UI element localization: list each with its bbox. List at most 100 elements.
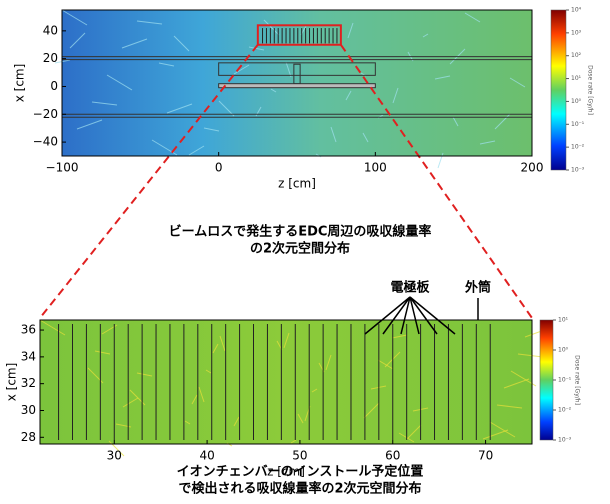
particle-track xyxy=(69,32,86,49)
particle-track xyxy=(198,386,205,403)
heatmap-field xyxy=(62,10,532,156)
colorbar-label: Dose rate [Gy/h] xyxy=(574,355,581,405)
y-tick-label: 36 xyxy=(21,323,36,337)
x-tick-label: 60 xyxy=(385,449,400,463)
particle-track xyxy=(290,439,297,444)
particle-track xyxy=(136,372,153,377)
arrow xyxy=(409,296,438,335)
colorbar-tick-label: 10⁻² xyxy=(558,407,572,414)
colorbar-tick-label: 10⁻³ xyxy=(558,437,572,444)
colorbar-tick-label: 10¹ xyxy=(558,317,569,324)
y-tick-label: 20 xyxy=(43,51,58,65)
particle-track xyxy=(121,38,148,49)
y-axis-label: x [cm] xyxy=(5,363,19,402)
colorbar-tick-label: 10⁰ xyxy=(571,98,582,105)
structure xyxy=(218,83,376,89)
particle-track xyxy=(219,335,226,352)
particle-track xyxy=(76,119,103,130)
y-tick-label: 40 xyxy=(43,23,58,37)
x-tick-label: 100 xyxy=(364,161,387,175)
arrow xyxy=(409,296,456,335)
arrow xyxy=(400,296,411,335)
particle-track xyxy=(464,12,481,23)
particle-track xyxy=(345,90,352,101)
plot-frame xyxy=(61,9,533,157)
annotation: 外筒 xyxy=(464,280,491,296)
y-tick-label: 0 xyxy=(50,79,58,93)
plot-frame xyxy=(39,319,533,445)
particle-track xyxy=(94,350,111,355)
colorbar-tick-label: 10⁰ xyxy=(558,347,569,354)
zoom-box xyxy=(256,24,342,46)
annotation: 電極板 xyxy=(390,280,430,296)
particle-track xyxy=(391,334,408,339)
particle-track xyxy=(503,378,530,389)
arrow xyxy=(382,296,411,335)
x-tick-label: 200 xyxy=(521,161,544,175)
colorbar-tick-label: 10³ xyxy=(571,29,582,36)
caption: ビームロスで発生するEDC周辺の吸収線量率 xyxy=(169,224,432,240)
y-tick-label: 34 xyxy=(21,349,36,363)
colorbar xyxy=(550,9,567,171)
colorbar-tick-label: 10⁻³ xyxy=(571,167,585,174)
colorbar-tick-label: 10⁻¹ xyxy=(558,377,572,384)
particle-track xyxy=(212,343,219,354)
colorbar-tick-label: 10² xyxy=(571,52,582,59)
x-tick-label: 30 xyxy=(107,449,122,463)
caption: イオンチェンバーのインストール予定位置 xyxy=(177,464,424,480)
y-tick-label: 30 xyxy=(21,403,36,417)
colorbar-tick-label: 10⁻¹ xyxy=(571,121,585,128)
caption: で検出される吸収線量率の2次元空間分布 xyxy=(178,481,421,497)
particle-track xyxy=(434,75,451,80)
particle-track xyxy=(166,103,193,114)
particle-track xyxy=(233,64,250,75)
y-tick-label: −40 xyxy=(33,135,58,149)
particle-track xyxy=(363,402,380,419)
particle-track xyxy=(91,101,118,106)
y-tick-label: 28 xyxy=(21,430,36,444)
arrow xyxy=(409,296,420,335)
structure xyxy=(218,62,376,76)
particle-track xyxy=(482,429,509,440)
particle-track xyxy=(248,46,265,51)
x-tick-label: 0 xyxy=(215,161,223,175)
particle-track xyxy=(263,19,280,36)
colorbar-label: Dose rate [Gy/h] xyxy=(587,65,594,115)
particle-track xyxy=(405,424,422,441)
particle-track xyxy=(136,20,163,25)
x-axis-label: z [cm] xyxy=(267,465,305,479)
zoom-line xyxy=(340,44,533,319)
particle-track xyxy=(422,33,429,38)
particle-track xyxy=(347,22,354,39)
colorbar-tick-label: 10¹ xyxy=(571,75,582,82)
particle-track xyxy=(106,74,133,91)
particle-track xyxy=(452,116,459,127)
x-axis-label: z [cm] xyxy=(278,177,316,191)
particle-track xyxy=(173,35,190,52)
particle-track xyxy=(285,61,292,78)
particle-track xyxy=(283,332,290,349)
particle-track xyxy=(184,420,191,425)
x-tick-label: 50 xyxy=(292,449,307,463)
particle-track xyxy=(362,132,369,143)
x-tick-label: −100 xyxy=(46,161,79,175)
particle-track xyxy=(218,100,235,117)
arrow xyxy=(364,296,411,335)
colorbar xyxy=(539,319,554,441)
particle-track xyxy=(122,397,139,408)
particle-track xyxy=(61,9,88,26)
particle-track xyxy=(496,404,523,409)
particle-track xyxy=(191,394,198,405)
particle-track xyxy=(205,369,212,374)
particle-track xyxy=(325,354,332,371)
particle-track xyxy=(270,88,277,93)
zoom-line xyxy=(39,44,259,319)
particle-track xyxy=(489,421,516,438)
particle-track xyxy=(233,416,240,427)
particle-track xyxy=(479,140,496,145)
particle-track xyxy=(158,62,175,67)
particle-track xyxy=(39,319,66,336)
particle-track xyxy=(203,127,220,132)
particle-track xyxy=(330,126,337,143)
